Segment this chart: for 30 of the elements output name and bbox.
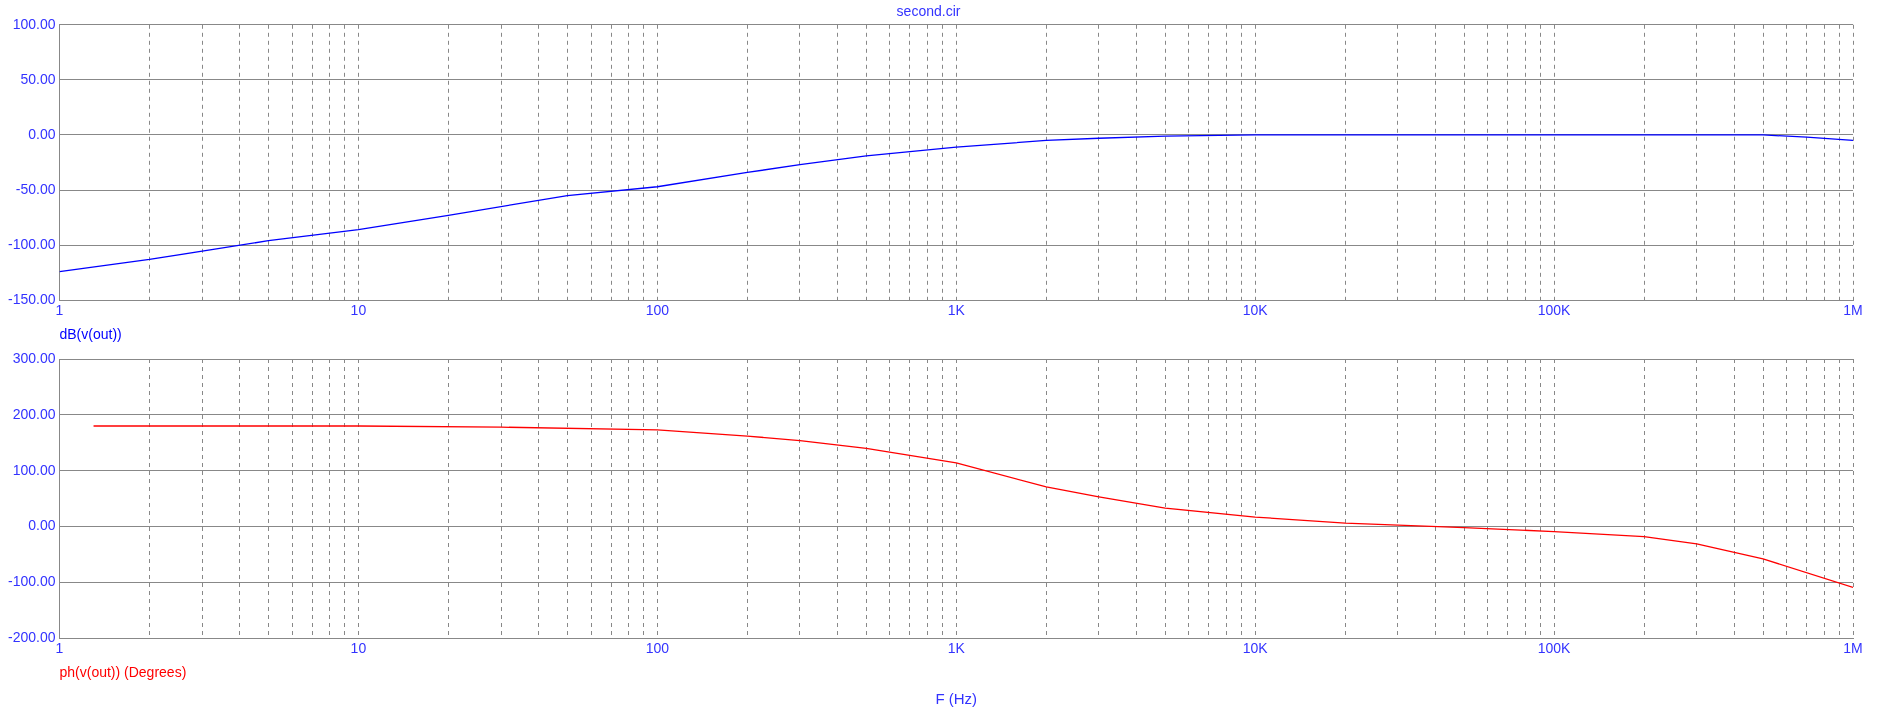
x-tick-label: 1 [55,640,64,657]
x-tick-label: 1M [1843,640,1863,657]
y-tick-label: 0.00 [28,517,56,534]
y-tick-label: 200.00 [12,405,56,422]
x-tick-label: 100 [645,302,670,319]
y-tick-label: -150.00 [8,291,56,308]
x-tick-label: 100K [1537,302,1572,319]
x-tick-label: 10 [350,302,367,319]
text: ph(v(out)) (Degrees) [59,664,187,681]
x-tick-label: 1 [55,302,64,319]
x-tick-label: 10K [1242,302,1269,319]
y-tick-label: -50.00 [15,180,56,197]
text: dB(v(out)) [59,326,122,343]
x-tick-label: 100 [645,640,670,657]
x-tick-label: 100K [1537,640,1572,657]
y-tick-label: -200.00 [8,629,56,646]
y-tick-label: 100.00 [12,461,56,478]
y-tick-label: 100.00 [12,15,56,32]
x-tick-label: 10K [1242,640,1269,657]
x-tick-label: 10 [350,640,367,657]
y-tick-label: 0.00 [28,125,56,142]
y-tick-label: 50.00 [20,70,56,87]
x-tick-label: 1K [947,640,966,657]
y-tick-label: -100.00 [8,573,56,590]
y-tick-label: -100.00 [8,235,56,252]
x-tick-label: 1K [947,302,966,319]
y-tick-label: 300.00 [12,349,56,366]
x-tick-label: 1M [1843,302,1863,319]
chart-title: second.cir [896,3,961,20]
x-axis-title: F (Hz) [935,690,978,708]
